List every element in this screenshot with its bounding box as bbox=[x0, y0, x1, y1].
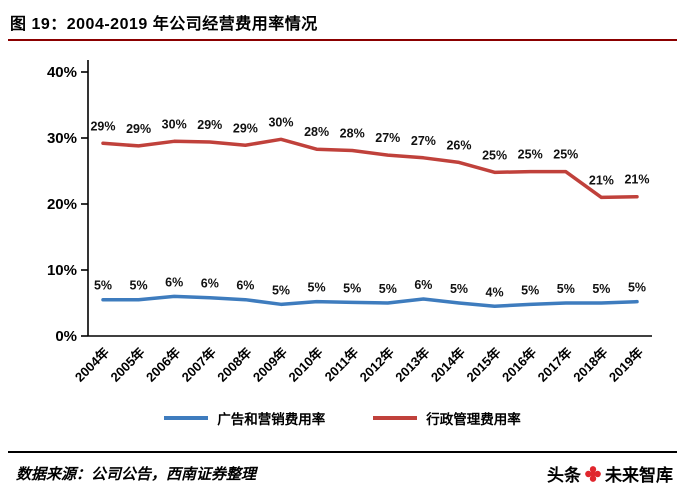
svg-text:30%: 30% bbox=[47, 130, 77, 147]
svg-text:2015年: 2015年 bbox=[463, 345, 503, 385]
svg-text:29%: 29% bbox=[233, 121, 258, 135]
svg-text:25%: 25% bbox=[518, 148, 543, 162]
data-source-note: 数据来源：公司公告，西南证券整理 bbox=[16, 467, 257, 483]
svg-text:2017年: 2017年 bbox=[535, 345, 575, 385]
legend-swatch-admin bbox=[373, 416, 418, 420]
svg-text:10%: 10% bbox=[47, 262, 77, 279]
svg-text:4%: 4% bbox=[486, 285, 504, 299]
svg-text:6%: 6% bbox=[165, 275, 183, 289]
svg-text:26%: 26% bbox=[446, 138, 471, 152]
svg-text:2013年: 2013年 bbox=[392, 345, 432, 385]
svg-text:5%: 5% bbox=[379, 282, 397, 296]
chart-title: 图 19：2004-2019 年公司经营费用率情况 bbox=[10, 16, 318, 33]
svg-text:28%: 28% bbox=[304, 125, 329, 139]
svg-text:2004年: 2004年 bbox=[72, 345, 112, 385]
svg-text:20%: 20% bbox=[47, 196, 77, 213]
svg-text:25%: 25% bbox=[482, 148, 507, 162]
svg-text:2005年: 2005年 bbox=[107, 345, 147, 385]
svg-text:2011年: 2011年 bbox=[322, 345, 362, 385]
svg-text:5%: 5% bbox=[521, 283, 539, 297]
svg-text:30%: 30% bbox=[268, 115, 293, 129]
svg-text:2018年: 2018年 bbox=[570, 345, 610, 385]
svg-text:2012年: 2012年 bbox=[357, 345, 397, 385]
brand-watermark: 头条 未来智库 bbox=[547, 461, 673, 486]
svg-text:2008年: 2008年 bbox=[214, 345, 254, 385]
chart-legend: 广告和营销费用率 行政管理费用率 bbox=[0, 408, 685, 428]
legend-label-admin: 行政管理费用率 bbox=[426, 412, 521, 427]
svg-text:2010年: 2010年 bbox=[285, 345, 325, 385]
title-underline bbox=[8, 39, 677, 41]
svg-text:2019年: 2019年 bbox=[606, 345, 646, 385]
footer-divider bbox=[8, 451, 677, 453]
svg-text:5%: 5% bbox=[308, 281, 326, 295]
svg-text:25%: 25% bbox=[553, 148, 578, 162]
svg-text:5%: 5% bbox=[592, 282, 610, 296]
legend-swatch-advertising bbox=[164, 416, 209, 420]
flower-logo-icon bbox=[585, 465, 601, 482]
brand-text-left: 头条 bbox=[547, 466, 581, 485]
svg-text:6%: 6% bbox=[201, 277, 219, 291]
svg-text:5%: 5% bbox=[450, 282, 468, 296]
svg-text:40%: 40% bbox=[47, 64, 77, 81]
svg-text:2016年: 2016年 bbox=[499, 345, 539, 385]
svg-text:2007年: 2007年 bbox=[179, 345, 219, 385]
expense-ratio-line-chart: 0%10%20%30%40%2004年2005年2006年2007年2008年2… bbox=[47, 60, 652, 385]
svg-text:2014年: 2014年 bbox=[428, 345, 468, 385]
svg-text:21%: 21% bbox=[624, 173, 649, 187]
svg-text:2006年: 2006年 bbox=[143, 345, 183, 385]
svg-text:5%: 5% bbox=[628, 281, 646, 295]
legend-label-advertising: 广告和营销费用率 bbox=[217, 412, 326, 427]
svg-text:21%: 21% bbox=[589, 173, 614, 187]
svg-text:28%: 28% bbox=[340, 127, 365, 141]
svg-text:5%: 5% bbox=[272, 283, 290, 297]
svg-text:5%: 5% bbox=[557, 282, 575, 296]
svg-text:30%: 30% bbox=[162, 117, 187, 131]
svg-text:5%: 5% bbox=[130, 279, 148, 293]
svg-text:6%: 6% bbox=[236, 279, 254, 293]
svg-text:2009年: 2009年 bbox=[250, 345, 290, 385]
brand-text-right: 未来智库 bbox=[605, 466, 673, 485]
legend-item-advertising: 广告和营销费用率 bbox=[164, 408, 325, 428]
svg-text:0%: 0% bbox=[55, 328, 77, 345]
legend-item-admin: 行政管理费用率 bbox=[373, 408, 521, 428]
svg-text:6%: 6% bbox=[414, 278, 432, 292]
svg-text:5%: 5% bbox=[94, 279, 112, 293]
svg-text:29%: 29% bbox=[197, 118, 222, 132]
svg-text:29%: 29% bbox=[90, 119, 115, 133]
svg-text:27%: 27% bbox=[375, 131, 400, 145]
svg-text:5%: 5% bbox=[343, 281, 361, 295]
svg-text:29%: 29% bbox=[126, 122, 151, 136]
svg-text:27%: 27% bbox=[411, 134, 436, 148]
